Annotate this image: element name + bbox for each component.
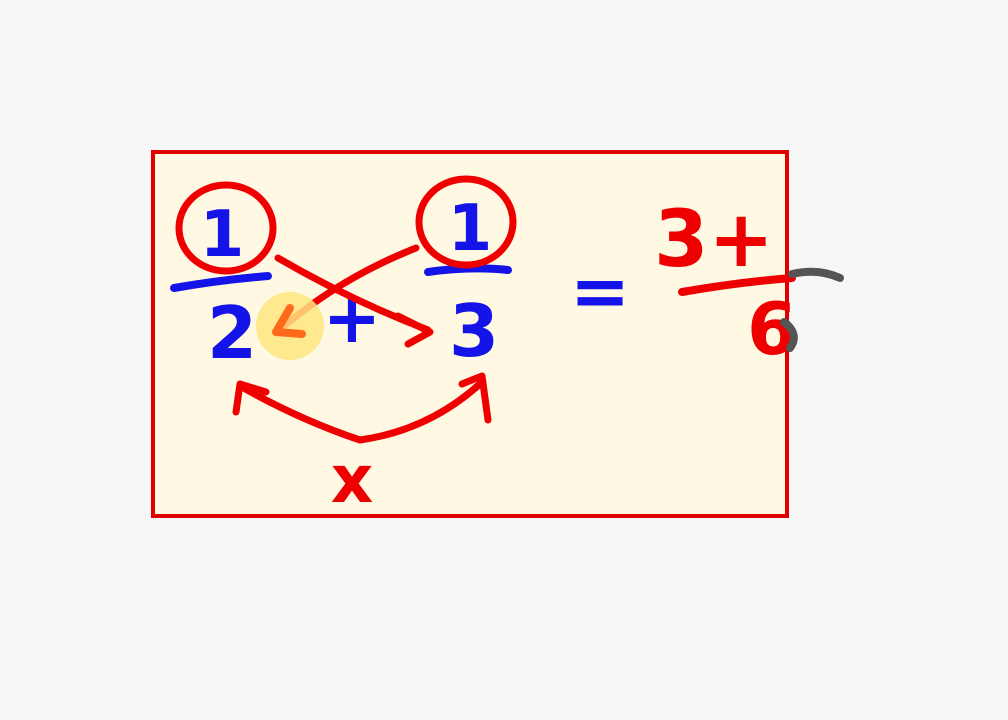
left-numerator: 1 <box>200 198 245 272</box>
right-fraction: 1 3 <box>424 192 512 373</box>
result-fraction-bar-extension <box>788 267 844 282</box>
arc-arrowhead-right <box>458 372 492 424</box>
result-numerator: 3+ <box>654 195 774 285</box>
arc-curve <box>236 378 486 444</box>
result-denominator-tail <box>780 318 798 352</box>
arc-arrowhead-left <box>232 380 270 416</box>
left-denominator: 2 <box>207 291 257 375</box>
arrowhead-right <box>394 312 434 348</box>
right-numerator-circle <box>415 175 517 269</box>
left-fraction-bar <box>170 272 272 292</box>
equals-sign: = <box>570 249 630 333</box>
right-numerator: 1 <box>448 192 493 266</box>
result-fraction: 3+ 6 <box>654 195 844 371</box>
left-fraction: 1 2 <box>170 198 272 375</box>
denominator-multiply-arc <box>232 372 492 444</box>
left-numerator-circle <box>175 181 277 275</box>
right-denominator: 3 <box>449 289 499 373</box>
right-fraction-bar <box>424 264 512 276</box>
result-fraction-bar <box>678 274 796 296</box>
multiply-mark: x <box>331 441 374 518</box>
cursor-arrowhead <box>272 304 306 338</box>
cursor-highlight <box>256 292 324 360</box>
